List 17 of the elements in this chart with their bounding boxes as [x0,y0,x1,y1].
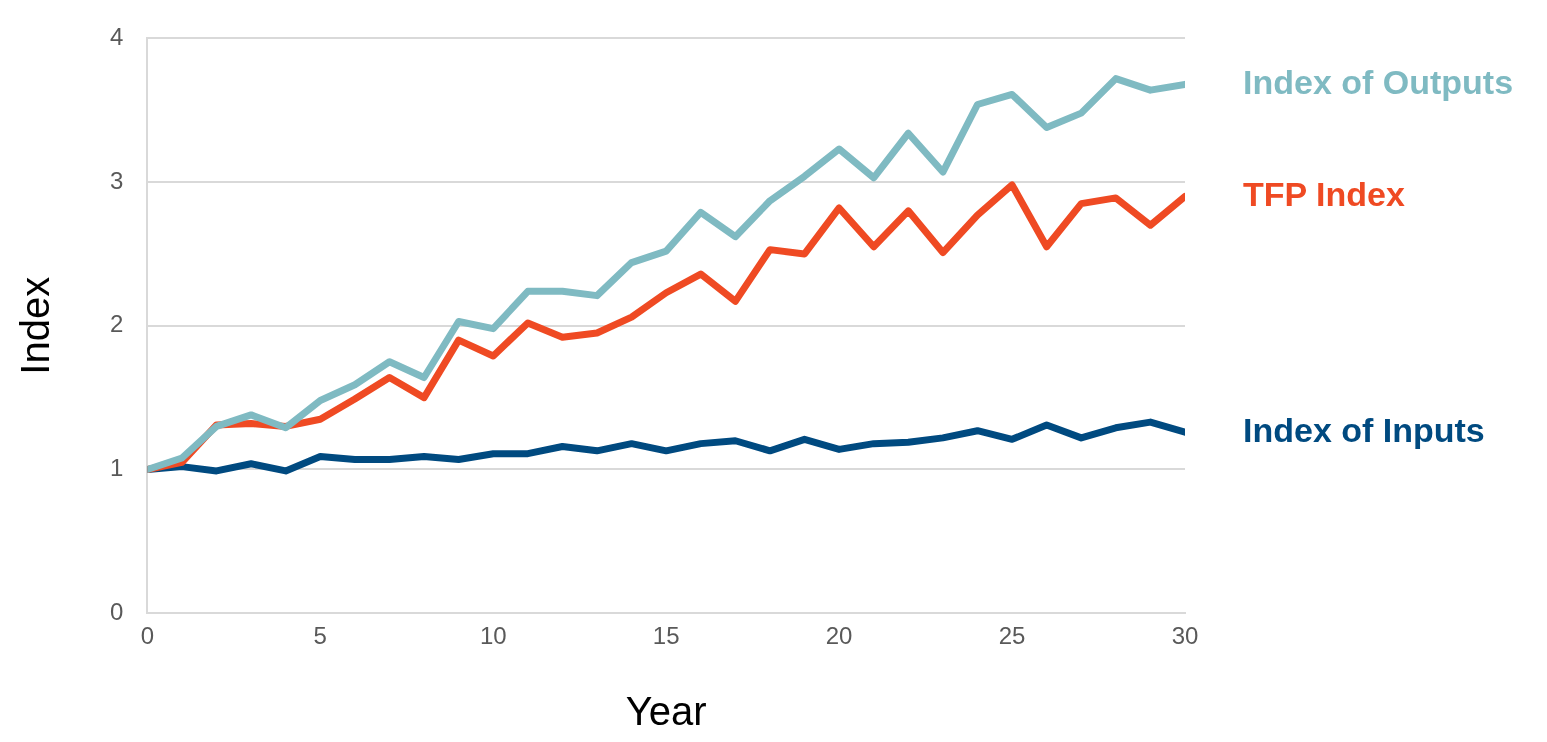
x-tick-label: 5 [313,622,327,650]
x-tick-label: 20 [825,622,853,650]
y-axis-title: Index [13,276,58,375]
y-tick-label: 0 [109,597,124,625]
series-label: Index of Inputs [1243,410,1485,449]
series-label: TFP Index [1243,174,1405,213]
x-tick-label: 25 [998,622,1026,650]
y-tick-label: 4 [109,23,124,51]
y-tick-label: 2 [109,310,124,338]
x-tick-label: 30 [1171,622,1199,650]
y-tick-label: 1 [109,454,124,482]
y-tick-label: 3 [109,166,124,194]
x-tick-label: 10 [479,622,507,650]
x-tick-label: 15 [652,622,680,650]
x-tick-label: 0 [140,622,155,650]
x-axis-title: Year [625,689,707,734]
series-label: Index of Outputs [1243,62,1514,101]
